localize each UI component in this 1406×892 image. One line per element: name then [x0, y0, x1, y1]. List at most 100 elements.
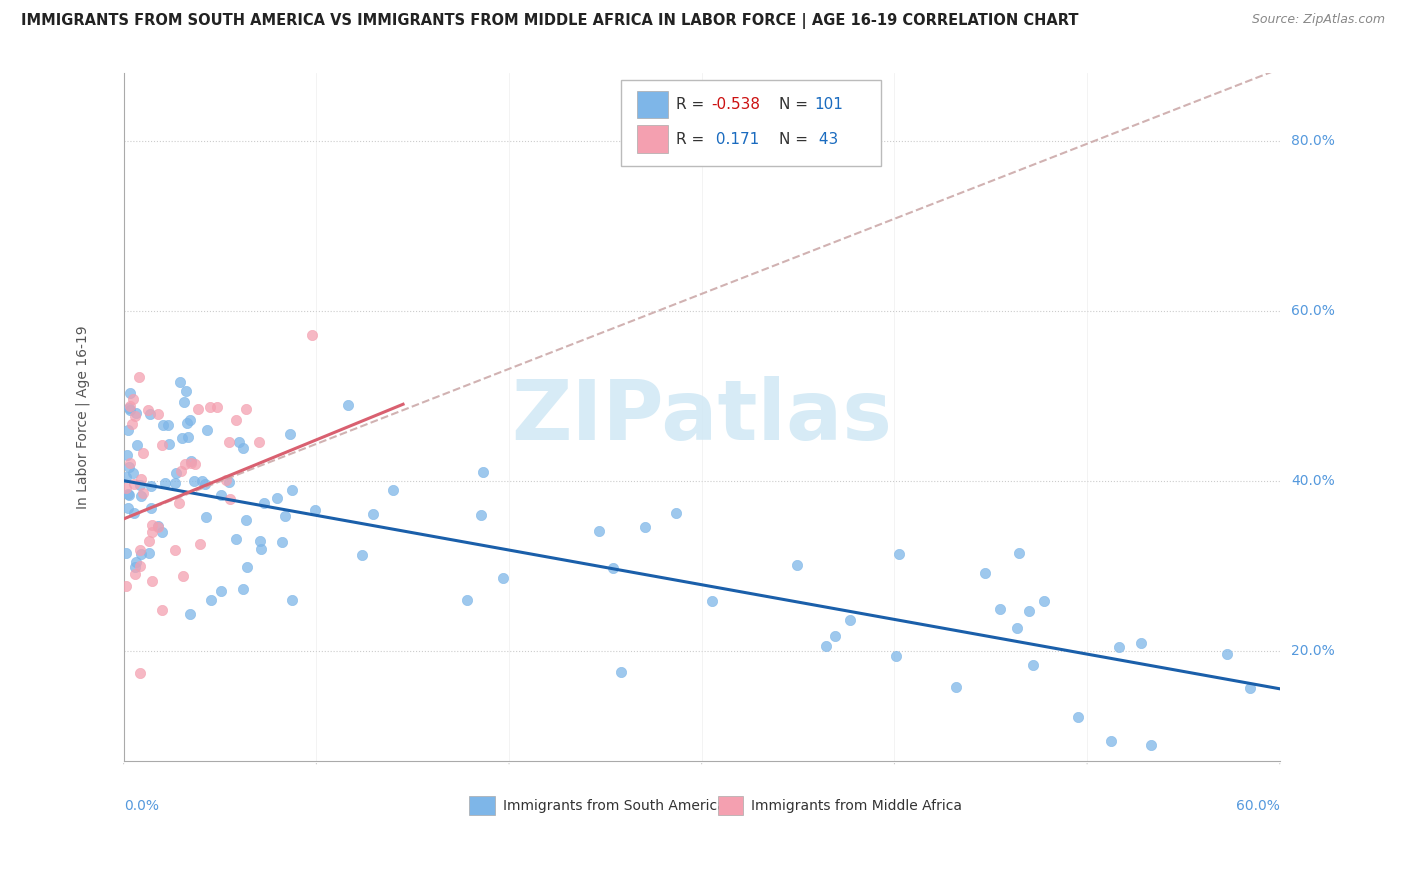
Point [139, 407, 162, 421]
Point [232, 582, 254, 596]
Point [225, 532, 247, 546]
Point [129, 547, 152, 561]
Point [176, 416, 198, 430]
Point [129, 478, 152, 492]
Text: 20.0%: 20.0% [1291, 643, 1334, 657]
Point [218, 475, 240, 489]
Point [209, 583, 232, 598]
Point [114, 481, 136, 495]
Point [115, 470, 138, 484]
Point [191, 475, 214, 489]
Point [163, 475, 186, 490]
Point [125, 438, 148, 452]
Point [174, 384, 197, 398]
Point [1022, 658, 1045, 673]
Point [179, 607, 201, 621]
Point [152, 417, 174, 432]
Text: Source: ZipAtlas.com: Source: ZipAtlas.com [1251, 13, 1385, 27]
Point [815, 639, 838, 653]
Point [988, 602, 1011, 616]
Point [301, 328, 323, 343]
Point [1067, 709, 1090, 723]
Point [1108, 640, 1130, 654]
Text: Immigrants from South America: Immigrants from South America [503, 798, 725, 813]
Point [253, 496, 276, 510]
Point [1099, 733, 1122, 747]
Text: In Labor Force | Age 16-19: In Labor Force | Age 16-19 [76, 326, 90, 508]
Point [124, 555, 146, 569]
Point [115, 449, 138, 463]
Point [274, 508, 297, 523]
FancyBboxPatch shape [637, 91, 668, 119]
Point [120, 385, 142, 400]
Point [266, 491, 288, 505]
Point [124, 560, 146, 574]
Point [124, 506, 146, 520]
Point [470, 508, 492, 522]
Point [117, 423, 139, 437]
Text: 43: 43 [814, 131, 838, 146]
Point [382, 483, 405, 498]
Point [218, 491, 240, 506]
Point [118, 401, 141, 415]
Point [139, 500, 162, 515]
Point [1033, 593, 1056, 607]
Point [824, 629, 846, 643]
Point [165, 466, 187, 480]
Point [838, 614, 860, 628]
Point [163, 542, 186, 557]
Point [139, 478, 162, 492]
Point [128, 369, 150, 384]
Point [1216, 647, 1239, 661]
Text: R =: R = [676, 131, 710, 146]
Point [471, 465, 494, 479]
Point [120, 403, 142, 417]
Point [170, 431, 193, 445]
Point [195, 423, 218, 437]
Point [235, 560, 257, 574]
Text: IMMIGRANTS FROM SOUTH AMERICA VS IMMIGRANTS FROM MIDDLE AFRICA IN LABOR FORCE | : IMMIGRANTS FROM SOUTH AMERICA VS IMMIGRA… [21, 13, 1078, 29]
Text: 80.0%: 80.0% [1291, 134, 1334, 148]
Point [235, 401, 257, 416]
Point [281, 483, 304, 498]
Point [215, 473, 238, 487]
Point [156, 417, 179, 432]
Point [150, 603, 173, 617]
Point [1018, 604, 1040, 618]
FancyBboxPatch shape [718, 796, 744, 814]
Point [129, 559, 152, 574]
Point [114, 545, 136, 559]
Point [118, 488, 141, 502]
Point [184, 457, 207, 471]
Point [141, 524, 163, 539]
FancyBboxPatch shape [470, 796, 495, 814]
Point [122, 476, 145, 491]
Point [190, 536, 212, 550]
Point [114, 579, 136, 593]
Point [609, 665, 631, 680]
Point [1129, 636, 1152, 650]
Point [146, 519, 169, 533]
Point [1140, 738, 1163, 752]
Text: 40.0%: 40.0% [1291, 474, 1334, 488]
Point [218, 435, 240, 450]
Point [271, 534, 294, 549]
Point [122, 392, 145, 407]
Point [361, 508, 384, 522]
FancyBboxPatch shape [621, 80, 882, 166]
Point [249, 534, 271, 549]
Text: 101: 101 [814, 97, 842, 112]
Point [304, 503, 326, 517]
Text: 60.0%: 60.0% [1291, 304, 1334, 318]
Point [146, 407, 169, 421]
Point [167, 496, 190, 510]
Point [1007, 621, 1029, 635]
Point [232, 441, 254, 455]
Text: R =: R = [676, 97, 710, 112]
Point [602, 560, 624, 574]
Point [456, 593, 478, 607]
Point [887, 547, 910, 561]
Point [884, 648, 907, 663]
Point [634, 519, 657, 533]
Point [588, 524, 610, 538]
